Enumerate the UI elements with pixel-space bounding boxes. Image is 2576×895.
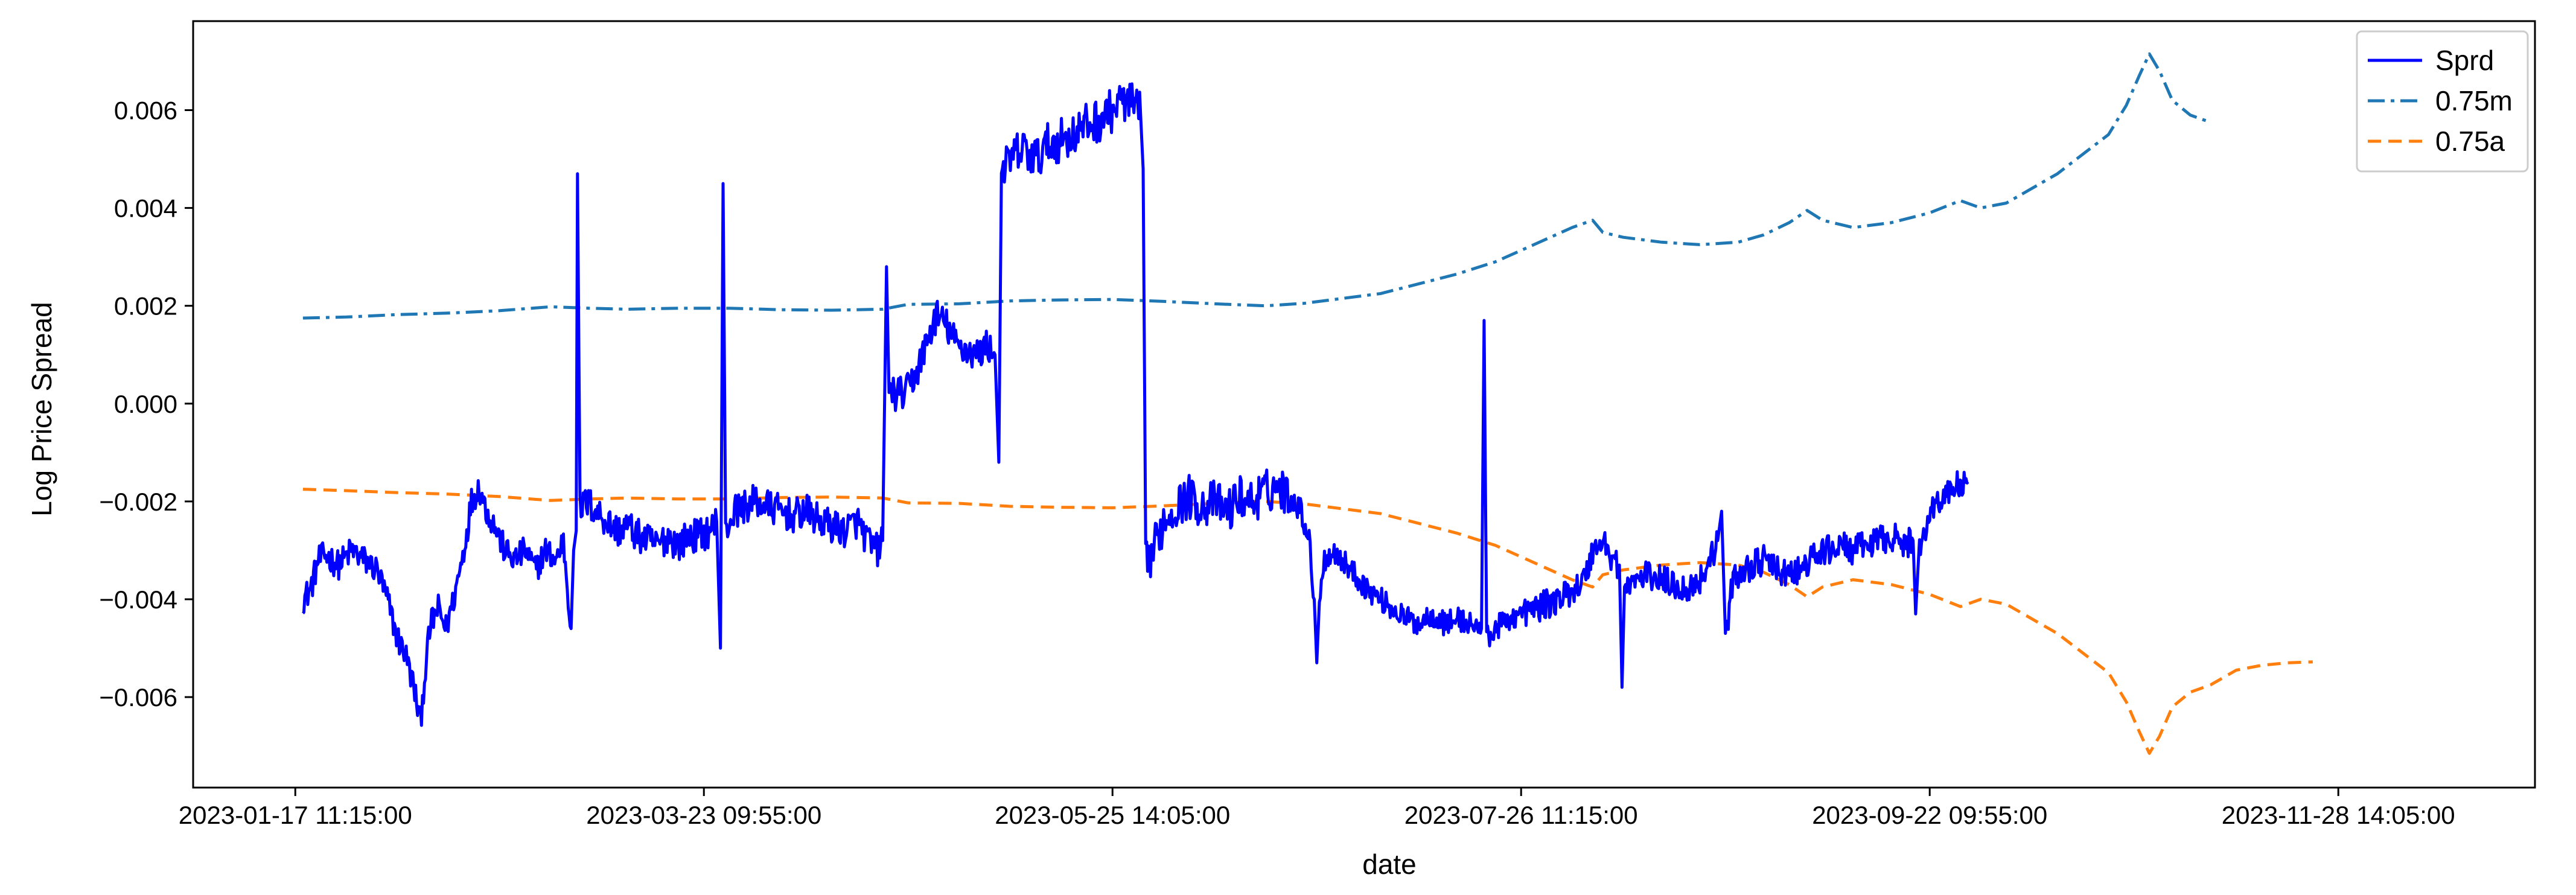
legend-label: Sprd: [2435, 45, 2494, 76]
x-axis-label: date: [1362, 849, 1417, 880]
series-layer: [302, 52, 2313, 755]
y-tick-label: −0.004: [99, 585, 177, 614]
x-tick-label: 2023-11-28 14:05:00: [2222, 801, 2455, 829]
x-tick-label: 2023-05-25 14:05:00: [995, 801, 1230, 829]
ticks-layer: −0.006 −0.004 −0.002 0.000 0.002 0.004 0.006 20…: [99, 97, 2455, 829]
y-tick-label: −0.002: [99, 488, 177, 516]
x-tick-label: 2023-01-17 11:15:00: [179, 801, 412, 829]
y-axis-label: Log Price Spread: [26, 302, 57, 516]
legend-label: 0.75a: [2435, 126, 2505, 157]
legend-box: [2356, 30, 2529, 173]
y-tick-label: 0.004: [114, 194, 177, 223]
y-tick-label: −0.006: [99, 683, 177, 712]
x-tick-label: 2023-09-22 09:55:00: [1812, 801, 2047, 829]
legend-label: 0.75m: [2435, 85, 2513, 116]
series-line-sprd: [302, 82, 1969, 727]
series-line-075m: [302, 52, 2211, 320]
legend: Sprd 0.75m 0.75a: [2356, 30, 2529, 173]
x-tick-label: 2023-03-23 09:55:00: [586, 801, 821, 829]
x-tick-label: 2023-07-26 11:15:00: [1404, 801, 1638, 829]
y-tick-label: 0.000: [114, 390, 177, 418]
y-tick-label: 0.006: [114, 97, 177, 125]
y-tick-label: 0.002: [114, 292, 177, 320]
